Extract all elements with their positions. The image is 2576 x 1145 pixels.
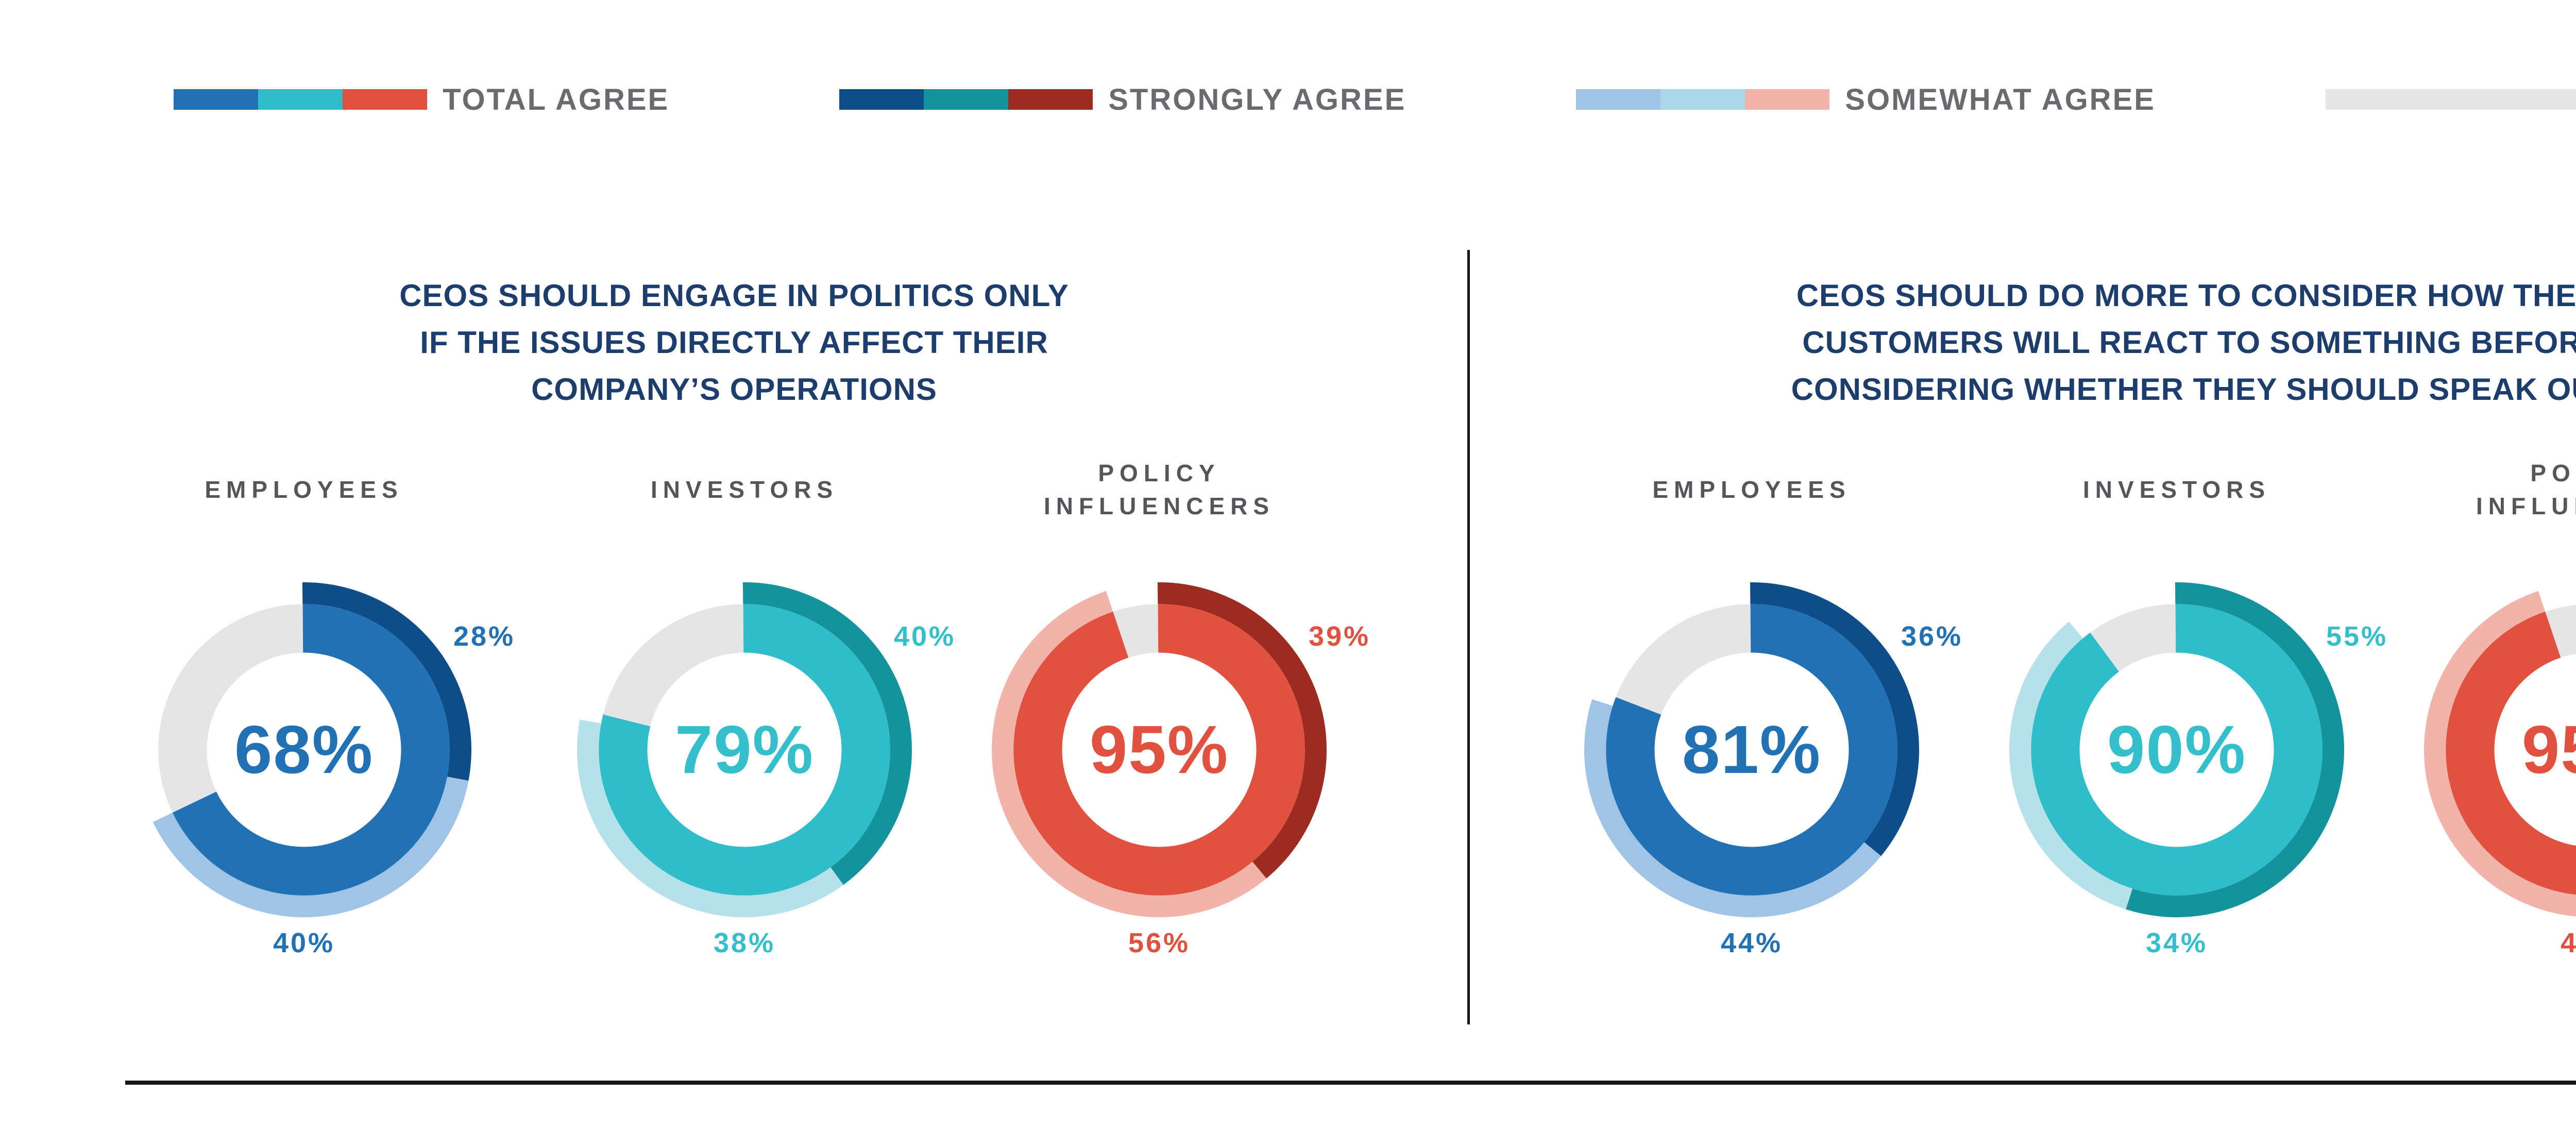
total-agree-value: 79% (674, 712, 815, 787)
audience-label: INVESTORS (2083, 476, 2270, 503)
legend-color-swatch (1576, 89, 1661, 110)
donut-group-right-employees: EMPLOYEES 81% 36% 44% (1582, 453, 1961, 995)
legend-label-total-agree: TOTAL AGREE (443, 82, 670, 116)
total-agree-value: 81% (1682, 712, 1822, 787)
legend-item-total-agree: TOTAL AGREE (174, 82, 669, 117)
donut-chart (2009, 582, 2344, 917)
legend-item-strongly-agree: STRONGLY AGREE (839, 82, 1406, 117)
donut-group-right-investors: INVESTORS 90% 55% 34% (2007, 453, 2386, 995)
legend-swatch-somewhat-agree (1576, 89, 1830, 110)
legend-item-somewhat-agree: SOMEWHAT AGREE (1576, 82, 2156, 117)
somewhat-agree-value: 49% (2560, 928, 2576, 958)
donut-group-left-policy-influencers: POLICY INFLUENCERS 95% 39% 56% (989, 453, 1368, 995)
audience-label: INVESTORS (651, 476, 838, 503)
legend-swatch-total-agree (174, 89, 428, 110)
left-panel-title: CEOS SHOULD ENGAGE IN POLITICS ONLY IF T… (0, 272, 1468, 413)
right-panel-title-line-3: CONSIDERING WHETHER THEY SHOULD SPEAK OU… (1791, 372, 2576, 407)
total-agree-value: 95% (2521, 712, 2576, 787)
legend-item-disagree: DISAGREE (2325, 82, 2576, 117)
legend-color-swatch (1660, 89, 1745, 110)
total-agree-value: 68% (234, 712, 374, 787)
strongly-agree-value: 36% (1901, 621, 1963, 652)
audience-label: POLICY INFLUENCERS (2476, 460, 2576, 519)
strongly-agree-value: 28% (453, 621, 516, 652)
somewhat-agree-value: 40% (273, 928, 335, 958)
right-panel-title-line-2: CUSTOMERS WILL REACT TO SOMETHING BEFORE (1802, 325, 2576, 360)
right-panel-title: CEOS SHOULD DO MORE TO CONSIDER HOW THEI… (1468, 272, 2576, 413)
legend-label-somewhat-agree: SOMEWHAT AGREE (1845, 82, 2156, 116)
legend-label-strongly-agree: STRONGLY AGREE (1108, 82, 1406, 116)
donut-chart (137, 582, 471, 917)
legend-color-swatch (2325, 89, 2576, 110)
total-agree-value: 95% (1089, 712, 1229, 787)
legend-color-swatch (924, 89, 1009, 110)
donut-group-left-investors: INVESTORS 79% 40% 38% (574, 453, 954, 995)
left-panel-title-line-1: CEOS SHOULD ENGAGE IN POLITICS ONLY (399, 278, 1069, 313)
left-panel-title-line-2: IF THE ISSUES DIRECTLY AFFECT THEIR (420, 325, 1048, 360)
legend-color-swatch (343, 89, 428, 110)
panel-divider-line (1467, 250, 1470, 1024)
donut-chart (1584, 582, 1919, 917)
legend-color-swatch (174, 89, 259, 110)
donut-chart (577, 582, 912, 917)
legend-color-swatch (1745, 89, 1830, 110)
legend-color-swatch (1008, 89, 1093, 110)
audience-label: EMPLOYEES (205, 476, 403, 503)
donut-chart (2424, 582, 2576, 917)
legend-swatch-strongly-agree (839, 89, 1093, 110)
left-panel-title-line-3: COMPANY’S OPERATIONS (531, 372, 937, 407)
donut-group-right-policy-influencers: POLICY INFLUENCERS 95% 46% 49% (2421, 453, 2576, 995)
somewhat-agree-value: 44% (1720, 928, 1783, 958)
somewhat-agree-value: 56% (1128, 928, 1191, 958)
audience-label: POLICY INFLUENCERS (1043, 460, 1275, 519)
bottom-rule (125, 1081, 2576, 1085)
legend-swatch-disagree (2325, 89, 2576, 110)
strongly-agree-value: 40% (893, 621, 956, 652)
donut-group-left-employees: EMPLOYEES 68% 28% 40% (134, 453, 513, 995)
donut-chart (992, 582, 1327, 917)
audience-label: EMPLOYEES (1652, 476, 1851, 503)
strongly-agree-value: 39% (1308, 621, 1371, 652)
legend-color-swatch (258, 89, 343, 110)
somewhat-agree-value: 34% (2145, 928, 2208, 958)
right-panel-title-line-1: CEOS SHOULD DO MORE TO CONSIDER HOW THEI… (1796, 278, 2576, 313)
somewhat-agree-value: 38% (713, 928, 776, 958)
total-agree-value: 90% (2107, 712, 2247, 787)
strongly-agree-value: 55% (2326, 621, 2388, 652)
legend: TOTAL AGREE STRONGLY AGREE SOMEWHAT AGRE… (0, 76, 2576, 123)
legend-color-swatch (839, 89, 924, 110)
